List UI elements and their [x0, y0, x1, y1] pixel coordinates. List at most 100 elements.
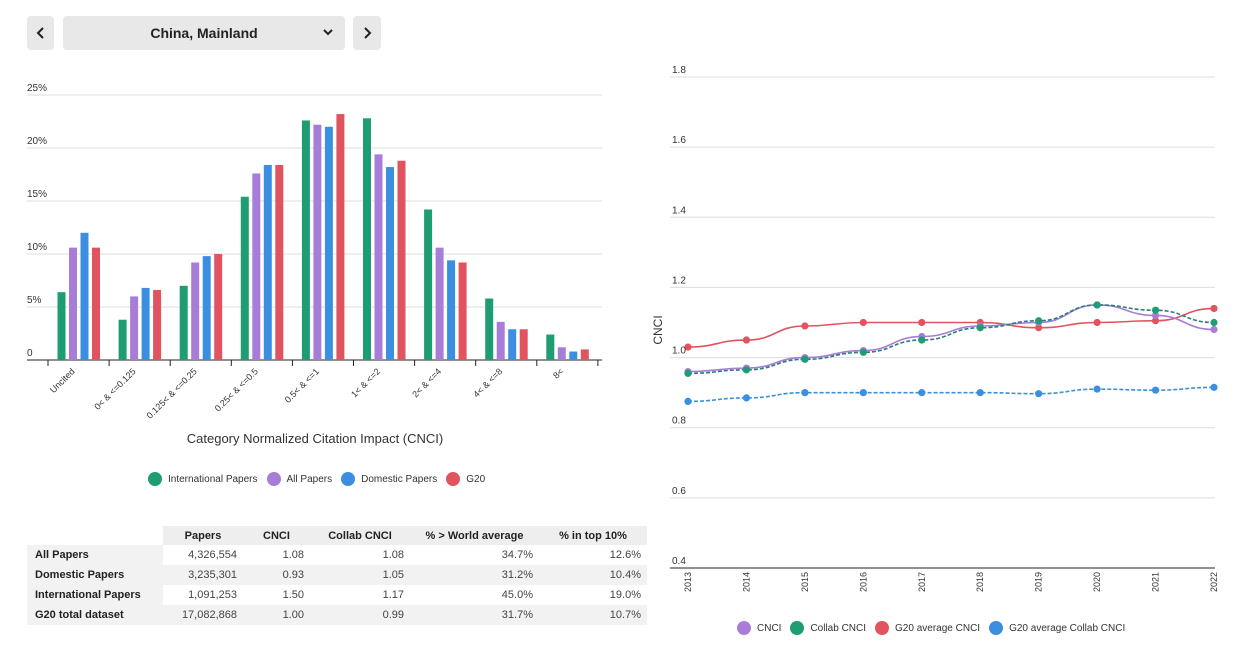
bar-international-papers-0-5-1 [301, 120, 310, 360]
legend-dot-icon [341, 472, 356, 486]
line-cnci [687, 304, 1215, 373]
legend-item-cnci[interactable]: CNCI [737, 621, 781, 635]
next-button[interactable] [353, 16, 381, 50]
bar-g20-1-2 [397, 160, 406, 360]
bar-y-tick-label: 5% [27, 295, 42, 306]
bar-chart-legend: International Papers All Papers Domestic P… [148, 472, 494, 486]
bar-domestic-papers-4-8 [508, 329, 517, 360]
chevron-right-icon [364, 27, 372, 39]
line-x-tick-label: 2022 [1209, 572, 1219, 592]
table-cell: 1,091,253 [188, 589, 237, 601]
legend-item-domestic-papers[interactable]: Domestic Papers [341, 472, 437, 486]
point-g20-average-collab-cnci-2015 [801, 389, 809, 397]
bar-all-papers-uncited [69, 247, 77, 360]
bar-domestic-papers-0-125-0-25 [202, 256, 211, 360]
table-cell: 10.7% [539, 605, 647, 625]
line-x-tick-label: 2018 [975, 572, 985, 592]
row-label: G20 total dataset [27, 605, 163, 625]
table-cell: 1.08 [382, 549, 404, 561]
country-select[interactable]: China, Mainland [63, 16, 345, 50]
bar-x-tick-label: 0.5< & <=1 [283, 366, 321, 404]
bar-y-tick-label: 0 [27, 348, 33, 359]
point-collab-cnci-2015 [801, 355, 809, 363]
cnci-trend-line-chart: 0.4 0.6 0.8 1.0 1.2 1.4 1.6 1.8 2013 2014 2015 2016… [651, 65, 1219, 592]
column-header-papers: Papers [163, 526, 243, 545]
point-cnci-2021 [1151, 311, 1160, 320]
legend-label: Domestic Papers [361, 473, 438, 485]
column-header-in-top-10: % in top 10% [539, 526, 647, 545]
point-g20-average-cnci-2013 [684, 343, 692, 351]
legend-item-international-papers[interactable]: International Papers [148, 472, 258, 486]
legend-item-all-papers[interactable]: All Papers [266, 472, 333, 486]
bar-domestic-papers-2-4 [447, 260, 456, 360]
point-g20-average-cnci-2014 [742, 336, 751, 344]
bar-all-papers-2-4 [435, 247, 444, 360]
point-g20-average-collab-cnci-2020 [1093, 385, 1101, 393]
bar-domestic-papers-uncited [80, 232, 89, 360]
bar-international-papers-0-125-0-25 [179, 285, 188, 360]
table-cell: 31.2% [410, 565, 539, 585]
table-cell: 1.17 [382, 589, 404, 601]
point-g20-average-cnci-2020 [1093, 318, 1101, 327]
point-g20-average-collab-cnci-2018 [976, 389, 984, 397]
point-cnci-2022 [1210, 325, 1218, 334]
bar-international-papers-0-0-125 [118, 319, 127, 360]
line-x-tick-label: 2015 [800, 572, 810, 592]
point-g20-average-collab-cnci-2014 [742, 394, 751, 402]
point-g20-average-cnci-2021 [1151, 317, 1160, 325]
bar-y-tick-label: 20% [27, 136, 47, 147]
legend-item-g20-average-cnci[interactable]: G20 average CNCI [875, 621, 980, 635]
point-g20-average-cnci-2017 [918, 318, 926, 327]
column-header-cnci: CNCI [243, 526, 310, 545]
table-cell: 12.6% [609, 549, 641, 561]
bar-all-papers-8 [557, 347, 566, 360]
bar-x-tick-label: 0.125< & <=0.25 [145, 366, 199, 420]
chevron-left-icon [36, 27, 44, 39]
legend-label: All Papers [286, 473, 333, 485]
point-collab-cnci-2014 [742, 366, 751, 374]
bar-all-papers-0-125-0-25 [191, 262, 200, 360]
line-chart-y-axis-label: CNCI [651, 315, 665, 344]
paper-stats-table: Papers CNCI Collab CNCI% > World average% … [27, 526, 647, 625]
point-g20-average-collab-cnci-2021 [1151, 386, 1160, 394]
line-y-tick-label: 1.4 [672, 205, 686, 216]
legend-label: Collab CNCI [810, 622, 867, 634]
row-label: All Papers [27, 545, 163, 565]
legend-item-g20[interactable]: G20 [446, 472, 485, 486]
bar-g20-uncited [92, 247, 100, 360]
legend-item-collab-cnci[interactable]: Collab CNCI [790, 621, 866, 635]
bar-international-papers-1-2 [363, 118, 371, 360]
table-cell: 0.93 [243, 565, 310, 585]
point-collab-cnci-2019 [1035, 317, 1043, 325]
bar-domestic-papers-0-5-1 [324, 126, 333, 360]
point-g20-average-collab-cnci-2019 [1035, 390, 1043, 398]
table-cell: 31.7% [410, 605, 539, 625]
line-y-tick-label: 1.2 [672, 275, 686, 286]
legend-item-g20-average-collab-cnci[interactable]: G20 average Collab CNCI [989, 621, 1125, 635]
table-cell: 4,326,554 [188, 549, 237, 561]
cnci-distribution-bar-chart: 0 5% 10% 15% 20% 25% Uncited 0< & <=0.125 0.125<… [27, 83, 602, 446]
point-g20-average-collab-cnci-2022 [1210, 383, 1218, 391]
line-x-tick-label: 2014 [741, 572, 751, 592]
point-collab-cnci-2022 [1210, 318, 1218, 327]
bar-g20-2-4 [458, 262, 467, 360]
line-g20-average-cnci [687, 307, 1215, 348]
line-collab-cnci [687, 304, 1215, 375]
line-g20-average-collab-cnci [687, 386, 1215, 403]
bar-y-tick-label: 10% [27, 242, 47, 253]
bar-g20-4-8 [519, 329, 528, 360]
bar-all-papers-1-2 [374, 154, 383, 360]
line-y-tick-label: 0.6 [672, 486, 686, 497]
table-cell: 1.00 [243, 605, 310, 625]
line-x-tick-label: 2017 [917, 572, 927, 592]
bar-g20-8 [580, 349, 589, 360]
legend-label: G20 [466, 473, 486, 485]
legend-dot-icon [266, 472, 281, 486]
table-cell: 1.05 [310, 565, 410, 585]
bar-g20-0-125-0-25 [214, 254, 223, 360]
bar-international-papers-4-8 [485, 298, 494, 360]
row-label: International Papers [27, 585, 163, 605]
previous-button[interactable] [27, 16, 54, 50]
point-collab-cnci-2017 [918, 336, 926, 344]
table-cell: 0.99 [310, 605, 410, 625]
